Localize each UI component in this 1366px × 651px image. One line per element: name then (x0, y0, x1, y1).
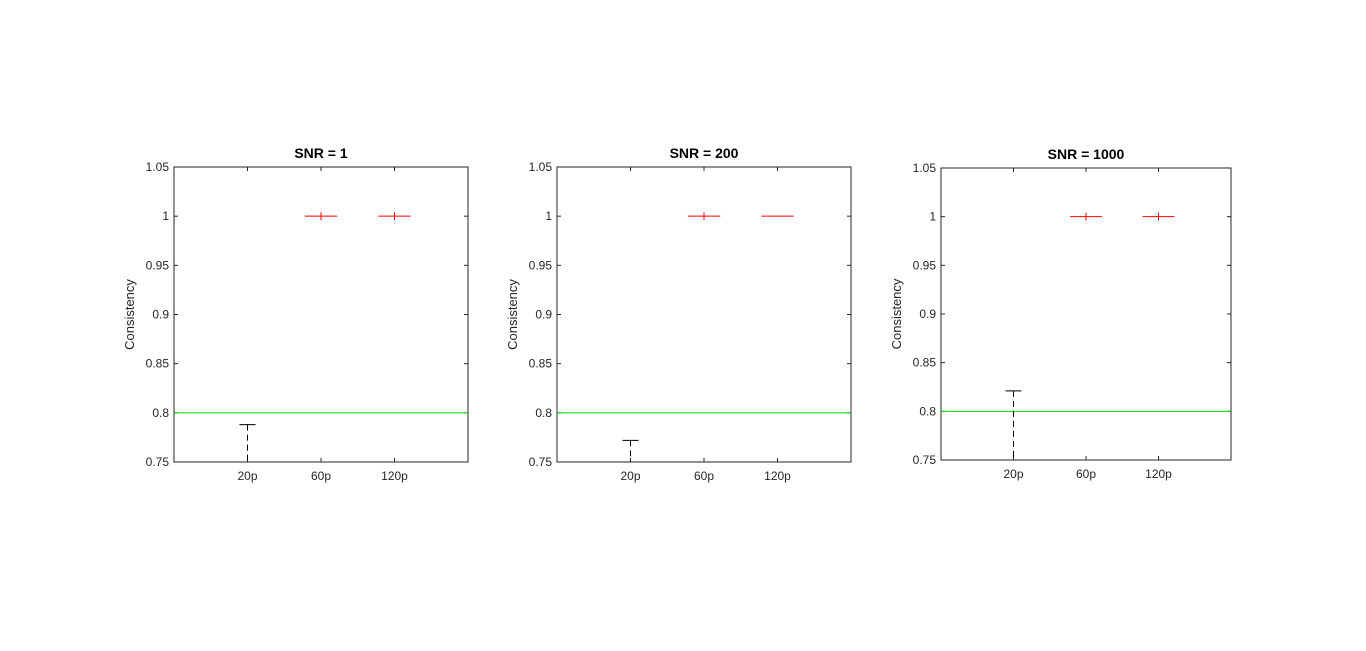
y-tick-label: 1.05 (913, 161, 937, 175)
y-tick-label: 0.8 (535, 406, 552, 420)
x-tick-label: 120p (381, 469, 408, 483)
y-tick-label: 0.85 (529, 357, 553, 371)
y-tick-label: 0.75 (529, 455, 553, 469)
y-tick-label: 0.9 (535, 308, 552, 322)
y-tick-label: 0.8 (919, 404, 936, 418)
x-tick-label: 120p (764, 469, 791, 483)
x-tick-label: 60p (694, 469, 714, 483)
subplot-title: SNR = 200 (670, 145, 739, 161)
axes-box (556, 166, 852, 463)
x-tick-label: 20p (1003, 467, 1023, 481)
y-tick-label: 0.75 (913, 453, 937, 467)
y-tick-label: 0.95 (146, 258, 170, 272)
subplot-snr-1000: 0.75 0.8 0.85 0.9 0.95 1 1.05 20p 60p 120p SNR = 1… (889, 146, 1232, 481)
y-tick-label: 0.9 (919, 307, 936, 321)
y-axis-label: Consistency (505, 279, 520, 350)
y-axis-label: Consistency (122, 279, 137, 350)
subplot-title: SNR = 1000 (1048, 146, 1125, 162)
subplot-snr-200: 0.75 0.8 0.85 0.9 0.95 1 1.05 20p 60p 120p SNR = 2… (505, 145, 852, 483)
y-tick-label: 1 (929, 210, 936, 224)
axes-box (173, 166, 469, 463)
y-tick-label: 0.8 (152, 406, 169, 420)
y-tick-label: 1.05 (529, 160, 553, 174)
x-tick-label: 20p (237, 469, 257, 483)
y-tick-label: 0.9 (152, 308, 169, 322)
x-tick-label: 60p (1076, 467, 1096, 481)
x-tick-label: 20p (620, 469, 640, 483)
x-tick-label: 60p (311, 469, 331, 483)
subplot-snr-1: 0.75 0.8 0.85 0.9 0.95 1 1.05 20p 60p 120p SNR = 1… (122, 145, 469, 483)
x-tick-label: 120p (1145, 467, 1172, 481)
y-tick-label: 0.75 (146, 455, 170, 469)
y-tick-label: 0.85 (146, 357, 170, 371)
y-tick-label: 0.95 (913, 258, 937, 272)
y-tick-label: 0.85 (913, 356, 937, 370)
y-tick-label: 1 (545, 209, 552, 223)
subplot-title: SNR = 1 (294, 145, 348, 161)
y-tick-label: 1.05 (146, 160, 170, 174)
y-axis-label: Consistency (889, 278, 904, 349)
axes-box (940, 167, 1232, 461)
y-tick-label: 1 (162, 209, 169, 223)
y-tick-label: 0.95 (529, 258, 553, 272)
